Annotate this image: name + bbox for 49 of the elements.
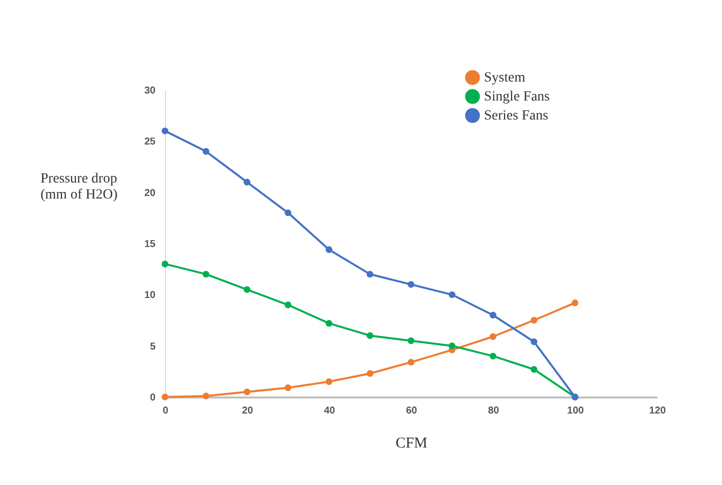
x-tick-label: 20 <box>242 406 254 416</box>
x-tick-label: 0 <box>162 406 169 416</box>
y-tick-label: 30 <box>144 86 156 96</box>
point <box>202 148 210 155</box>
point <box>284 302 292 308</box>
point <box>530 366 538 373</box>
y-tick-label: 5 <box>150 341 156 352</box>
legend-label: Series Fans <box>484 108 548 124</box>
point <box>490 312 496 318</box>
point <box>448 291 456 298</box>
x-tick-label: 120 <box>649 406 666 416</box>
point <box>284 384 292 392</box>
point <box>366 332 374 339</box>
y-tick-label: 20 <box>144 188 156 199</box>
point <box>366 370 374 377</box>
legend-label: Single Fans <box>484 90 550 104</box>
point <box>326 320 332 327</box>
legend-label: System <box>484 70 526 86</box>
point <box>162 128 168 134</box>
x-tick-label: 80 <box>488 406 500 416</box>
y-tick-label: 0 <box>150 392 156 404</box>
point <box>162 394 168 400</box>
x-tick-label: 40 <box>324 406 336 416</box>
point <box>408 337 414 344</box>
point <box>244 178 250 186</box>
point <box>572 300 578 306</box>
point <box>530 316 538 324</box>
point <box>326 378 332 385</box>
y-tick-label: 15 <box>144 239 156 250</box>
x-tick-label: 60 <box>406 406 418 416</box>
point <box>448 342 456 350</box>
y-tick-label: 10 <box>144 290 156 302</box>
y-axis-title: Pressure drop (mm of H2O) <box>40 172 118 202</box>
point <box>408 358 414 366</box>
x-axis-title: CFM <box>396 436 428 452</box>
point <box>284 209 292 216</box>
point <box>244 286 250 293</box>
point <box>490 333 496 340</box>
point <box>326 246 332 253</box>
point <box>202 270 210 278</box>
point <box>530 338 538 346</box>
point <box>490 352 496 360</box>
point <box>162 260 168 268</box>
x-tick-label: 100 <box>567 406 584 416</box>
point <box>408 281 414 288</box>
point <box>366 270 374 278</box>
y-tick-label: 25 <box>144 136 156 148</box>
point <box>244 388 250 396</box>
point <box>202 392 210 400</box>
